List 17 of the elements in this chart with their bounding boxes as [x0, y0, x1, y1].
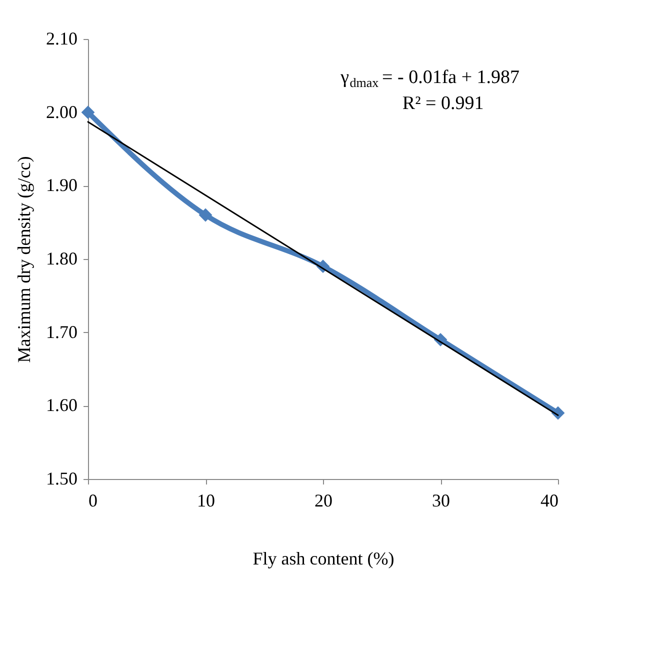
x-tick-label: 10: [197, 490, 215, 510]
y-tick-label: 1.60: [46, 395, 78, 416]
y-tick-label: 1.90: [46, 175, 78, 196]
point: [198, 208, 212, 222]
annotation: R² = 0.991: [402, 93, 484, 114]
y-tick-label: 1.80: [46, 248, 78, 268]
x-tick-label: 0: [88, 490, 98, 510]
x-tick-label: 30: [432, 490, 450, 510]
y-axis-title: Maximum dry density (g/cc): [14, 156, 34, 363]
y-tick-label: 2.00: [46, 102, 78, 122]
point: [81, 106, 95, 120]
x-tick-label: 40: [540, 490, 558, 510]
y-tick-label: 1.70: [46, 322, 78, 342]
y-tick-label: 2.10: [46, 28, 78, 48]
x-axis-title: Fly ash content (%): [252, 548, 394, 568]
x-tick-label: 20: [314, 490, 332, 510]
y-tick-label: 1.50: [46, 468, 78, 488]
